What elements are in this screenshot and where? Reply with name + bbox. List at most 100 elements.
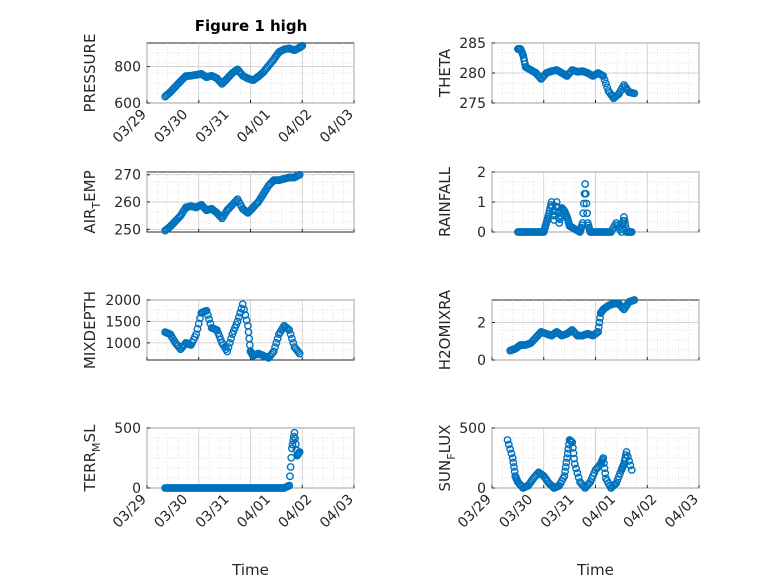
data-point — [600, 459, 608, 467]
x-tick-label: 04/03 — [317, 107, 357, 147]
y-axis-label: RAINFALL — [436, 166, 454, 237]
data-point — [242, 316, 251, 325]
y-tick-label: 1000 — [105, 336, 141, 352]
data-series — [513, 180, 636, 236]
data-point — [620, 213, 628, 221]
data-point — [563, 454, 571, 462]
subplot-3: 0 1 2 RAINFALL — [436, 165, 700, 241]
subplot-0: 600 800 03/29 03/30 03/31 04/01 04/02 04/03 PRES… — [81, 34, 357, 147]
x-tick-label: 03/29 — [455, 492, 495, 532]
data-point — [234, 313, 243, 322]
subplot-1: 275 280 285 THETA — [436, 36, 700, 112]
data-point — [594, 327, 602, 336]
subplot-2: 250 260 270 AIRTEMP — [81, 168, 355, 238]
data-point — [582, 199, 591, 208]
x-tick-label: 03/31 — [538, 492, 578, 532]
data-point — [506, 445, 515, 453]
data-point — [295, 170, 304, 179]
data-point — [556, 215, 564, 224]
data-point — [573, 469, 582, 477]
data-point — [625, 457, 634, 465]
y-tick-label: 1500 — [105, 314, 141, 330]
data-point — [286, 463, 295, 471]
y-tick-label: 2 — [477, 165, 486, 181]
data-point — [630, 89, 639, 98]
data-point — [202, 306, 211, 315]
data-series — [161, 428, 304, 492]
data-point — [622, 448, 631, 456]
data-point — [272, 338, 281, 347]
data-point — [581, 180, 590, 188]
data-point — [233, 317, 242, 326]
y-axis-label: SUNFLUX — [436, 425, 458, 492]
data-point — [560, 472, 569, 480]
data-point — [594, 323, 603, 332]
y-tick-label: 0 — [477, 481, 486, 497]
x-axis-label: Time — [576, 561, 614, 579]
data-point — [205, 315, 214, 324]
data-point — [295, 448, 304, 456]
x-tick-label: 04/03 — [317, 492, 357, 532]
data-point — [600, 75, 609, 84]
x-tick-label: 04/02 — [276, 107, 316, 147]
data-point — [223, 347, 232, 356]
data-point — [622, 451, 630, 459]
data-point — [285, 326, 294, 334]
y-tick-label: 260 — [114, 195, 141, 211]
y-tick-label: 2 — [477, 316, 486, 332]
data-point — [194, 319, 203, 328]
x-tick-label: 03/31 — [193, 492, 233, 532]
data-series — [161, 41, 307, 101]
y-tick-label: 2000 — [105, 293, 141, 309]
data-point — [599, 72, 608, 80]
y-tick-label: 800 — [114, 60, 141, 76]
data-point — [295, 349, 304, 358]
y-axis-label: THETA — [436, 48, 454, 98]
data-point — [601, 79, 610, 88]
data-point — [600, 464, 609, 473]
data-point — [509, 458, 518, 467]
data-series — [503, 436, 636, 492]
subplot-4: 1000 1500 2000 MIXDEPTH — [81, 291, 355, 369]
data-point — [286, 330, 295, 339]
data-point — [508, 454, 517, 462]
data-point — [555, 219, 564, 227]
data-series — [161, 170, 304, 235]
x-tick-label: 04/01 — [234, 107, 274, 147]
subplot-6: 0 500 03/29 03/30 03/31 04/01 04/02 04/03 Time TE… — [81, 421, 357, 579]
y-tick-label: 0 — [132, 481, 141, 497]
y-tick-label: 1 — [477, 195, 486, 211]
data-point — [627, 228, 636, 236]
data-point — [561, 467, 569, 476]
y-tick-label: 275 — [459, 96, 486, 112]
data-point — [240, 305, 248, 314]
data-point — [192, 330, 201, 339]
y-tick-label: 500 — [114, 421, 141, 437]
data-point — [225, 338, 234, 347]
data-point — [626, 461, 635, 470]
y-tick-label: 250 — [114, 222, 141, 238]
data-series — [513, 45, 639, 103]
data-point — [552, 198, 561, 206]
data-point — [285, 481, 294, 490]
x-tick-label: 04/02 — [276, 492, 316, 532]
x-tick-label: 03/30 — [151, 107, 191, 147]
y-axis-label: PRESSURE — [81, 34, 99, 113]
y-tick-label: 0 — [477, 225, 486, 241]
data-point — [193, 325, 202, 333]
data-point — [601, 469, 610, 478]
data-point — [289, 432, 298, 441]
data-point — [271, 343, 279, 352]
data-point — [564, 445, 573, 453]
data-point — [286, 472, 294, 481]
data-point — [579, 199, 588, 208]
data-point — [503, 436, 512, 444]
y-tick-label: 280 — [459, 66, 486, 82]
data-point — [572, 464, 580, 473]
subplot-7: 0 500 03/29 03/30 03/31 04/01 04/02 04/03 Time SU… — [436, 421, 702, 579]
data-point — [562, 458, 571, 467]
x-tick-label: 03/30 — [496, 492, 536, 532]
y-tick-label: 0 — [477, 353, 486, 369]
data-point — [294, 348, 303, 356]
